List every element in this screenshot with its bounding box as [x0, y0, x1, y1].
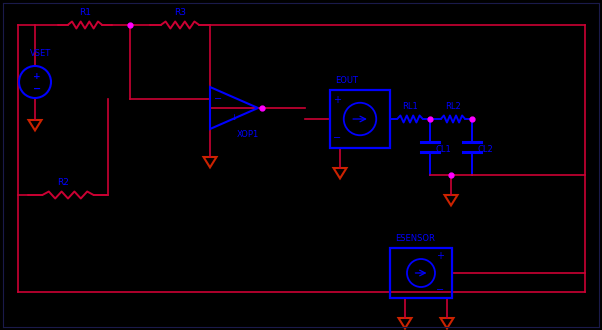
- Bar: [330, 90, 390, 148]
- Text: RL2: RL2: [445, 102, 461, 111]
- Text: +: +: [436, 251, 444, 261]
- Text: EOUT: EOUT: [335, 76, 358, 85]
- Text: ESENSOR: ESENSOR: [395, 234, 435, 243]
- Text: ↓: ↓: [231, 113, 238, 122]
- Text: R2: R2: [57, 178, 69, 187]
- Text: VSET: VSET: [30, 49, 51, 58]
- Text: +: +: [333, 95, 341, 105]
- Text: R1: R1: [79, 8, 91, 17]
- Text: −: −: [33, 84, 41, 94]
- Text: −: −: [333, 133, 341, 143]
- Text: CL1: CL1: [436, 145, 452, 154]
- Text: +: +: [33, 72, 41, 81]
- Text: R3: R3: [174, 8, 186, 17]
- Text: −: −: [436, 285, 444, 295]
- Text: XOP1: XOP1: [237, 130, 259, 139]
- Text: −: −: [214, 94, 222, 104]
- Text: RL1: RL1: [402, 102, 418, 111]
- Bar: [390, 248, 452, 298]
- Text: CL2: CL2: [478, 145, 494, 154]
